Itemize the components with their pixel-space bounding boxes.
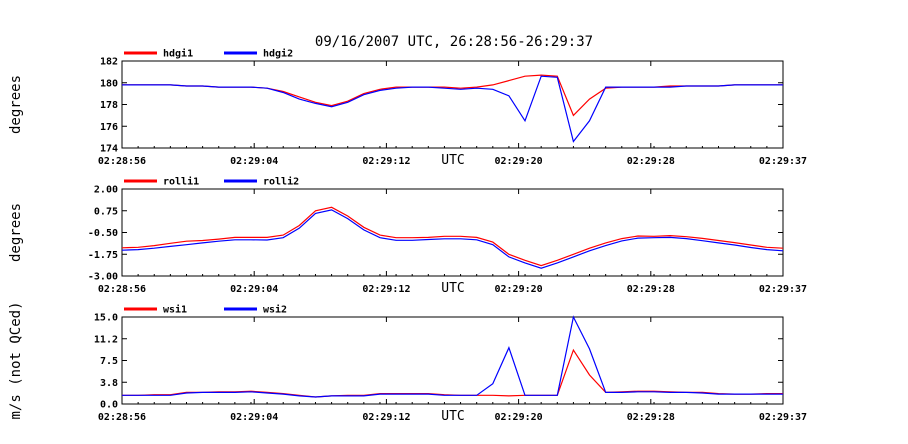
legend-label: hdgi1 bbox=[163, 48, 193, 60]
chart-panel-3: 0.0 3.8 7.5 11.2 15.0 02:28:56 02:29:04 02:29:1… bbox=[8, 301, 807, 424]
legend-label: wsi1 bbox=[163, 304, 187, 316]
chart-title: 09/16/2007 UTC, 26:28:56-26:29:37 bbox=[315, 34, 593, 50]
series-line-wsi2 bbox=[122, 315, 783, 398]
y-tick-label: -1.75 bbox=[88, 250, 118, 261]
y-tick-label: 174 bbox=[100, 144, 118, 155]
x-tick-label: 02:29:28 bbox=[627, 156, 675, 167]
x-tick-label: 02:29:20 bbox=[495, 156, 543, 167]
y-tick-label: 3.8 bbox=[100, 378, 118, 389]
x-tick-label: 02:29:04 bbox=[230, 156, 278, 167]
x-tick-label: 02:29:20 bbox=[495, 412, 543, 423]
x-tick-label: 02:29:20 bbox=[495, 284, 543, 295]
plot-frame bbox=[121, 316, 784, 405]
y-tick-label: 2.00 bbox=[94, 185, 118, 196]
series-line-rolli1 bbox=[121, 206, 784, 267]
y-tick-label: 182 bbox=[100, 57, 118, 68]
x-tick-label: 02:28:56 bbox=[98, 412, 146, 423]
plot-frame bbox=[121, 60, 784, 149]
x-tick-label: 02:29:28 bbox=[627, 284, 675, 295]
x-tick-label: 02:29:04 bbox=[230, 284, 278, 295]
y-tick-label: 180 bbox=[100, 78, 118, 89]
series-line-hdgi2 bbox=[122, 75, 783, 143]
y-axis-label: m/s (not QCed) bbox=[8, 301, 24, 419]
y-tick-label: -0.50 bbox=[88, 228, 118, 239]
y-axis-label: degrees bbox=[8, 203, 24, 262]
x-tick-label: 02:29:37 bbox=[759, 284, 807, 295]
legend-label: wsi2 bbox=[263, 304, 287, 316]
x-tick-label: 02:29:12 bbox=[362, 412, 410, 423]
x-tick-label: 02:29:12 bbox=[362, 284, 410, 295]
x-tick-label: 02:29:37 bbox=[759, 156, 807, 167]
x-axis-unit: UTC bbox=[441, 153, 464, 168]
legend-label: hdgi2 bbox=[263, 48, 293, 60]
y-tick-label: 11.2 bbox=[94, 334, 118, 345]
legend-label: rolli2 bbox=[263, 176, 299, 188]
y-tick-label: 176 bbox=[100, 122, 118, 133]
x-tick-label: 02:29:12 bbox=[362, 156, 410, 167]
chart-panel-1: 174 176 178 180 182 02:28:56 02:29:04 02:29:12 0… bbox=[8, 48, 807, 169]
chart-panel-2: -3.00 -1.75 -0.50 0.75 2.00 02:28:56 02:29:04 0… bbox=[8, 176, 807, 297]
series-line-wsi1 bbox=[122, 348, 783, 398]
series-line-hdgi1 bbox=[122, 74, 783, 117]
y-tick-label: 15.0 bbox=[94, 313, 118, 324]
y-tick-label: 0.75 bbox=[94, 206, 118, 217]
y-axis-label: degrees bbox=[8, 75, 24, 134]
legend-label: rolli1 bbox=[163, 176, 199, 188]
y-tick-label: -3.00 bbox=[88, 272, 118, 283]
x-axis-unit: UTC bbox=[441, 409, 464, 424]
series-line-rolli2 bbox=[121, 209, 784, 269]
x-tick-label: 02:28:56 bbox=[98, 284, 146, 295]
x-tick-label: 02:29:04 bbox=[230, 412, 278, 423]
y-tick-label: 178 bbox=[100, 100, 118, 111]
x-axis-unit: UTC bbox=[441, 281, 464, 296]
plot-frame bbox=[121, 188, 784, 277]
x-tick-label: 02:28:56 bbox=[98, 156, 146, 167]
x-tick-label: 02:29:37 bbox=[759, 412, 807, 423]
y-tick-label: 0.0 bbox=[100, 400, 118, 411]
x-tick-label: 02:29:28 bbox=[627, 412, 675, 423]
y-tick-label: 7.5 bbox=[100, 356, 118, 367]
